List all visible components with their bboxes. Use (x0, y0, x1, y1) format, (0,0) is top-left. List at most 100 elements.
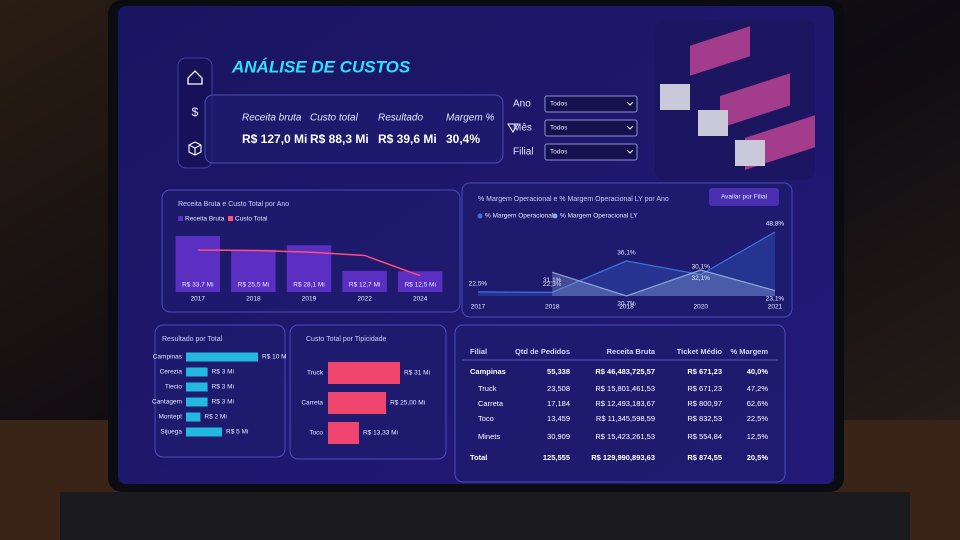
data-label: 22,5% (469, 281, 488, 288)
y-tick-label: Toco (309, 430, 323, 437)
x-tick-label: 2022 (357, 296, 372, 303)
dollar-icon[interactable]: $ (192, 105, 199, 119)
x-tick-label: 2018 (619, 304, 634, 311)
legend-label: Receita Bruta (185, 216, 225, 223)
bar (342, 270, 387, 292)
table-cell: Minets (478, 432, 500, 441)
bar (328, 392, 387, 414)
table-cell: R$ 15,801,461,53 (595, 384, 655, 393)
trucks-illustration (655, 20, 815, 180)
data-label: 32,1% (692, 275, 711, 282)
data-label: R$ 31 Mi (404, 370, 430, 377)
chart-title: % Margem Operacional e % Margem Operacio… (478, 196, 669, 203)
dropdown-arrow[interactable] (626, 101, 634, 106)
kpi-value: R$ 39,6 Mi (378, 132, 437, 146)
page-title: ANÁLISE DE CUSTOS (231, 57, 411, 76)
area (478, 232, 775, 296)
table-header: Receita Bruta (607, 347, 656, 356)
table-cell: 23,508 (547, 384, 570, 393)
x-tick-label: 2020 (694, 304, 709, 311)
table-cell: R$ 46,483,725,57 (595, 367, 655, 376)
data-label: 36,1% (617, 250, 636, 257)
bar (231, 249, 276, 292)
data-label: R$ 12,7 Mi (349, 282, 380, 289)
dropdown-arrow[interactable] (626, 149, 634, 154)
table-cell: 13,459 (547, 414, 570, 423)
legend-label: Custo Total (235, 216, 268, 223)
table-panel (454, 324, 786, 483)
data-label: R$ 3 Mi (212, 369, 234, 376)
dropdown-value[interactable]: Todos (550, 125, 568, 132)
dropdown-arrow[interactable] (626, 125, 634, 130)
filter-button-label[interactable]: Availar por Filial (721, 194, 768, 201)
x-tick-label: 2018 (545, 304, 560, 311)
dropdown[interactable] (544, 143, 638, 161)
dropdown-value[interactable]: Todos (550, 101, 568, 108)
table-cell: Total (470, 453, 487, 462)
data-label: R$ 25,5 Mi (238, 282, 269, 289)
table-cell: 55,338 (547, 367, 570, 376)
data-label: R$ 12,5 Mi (404, 282, 435, 289)
table-header: Ticket Médio (677, 347, 723, 356)
home-icon[interactable] (187, 70, 203, 85)
table-cell: 30,909 (547, 432, 570, 441)
box-icon[interactable] (188, 141, 202, 156)
table-cell: R$ 671,23 (687, 384, 722, 393)
dropdown[interactable] (544, 119, 638, 137)
kpi-label: Resultado (378, 113, 423, 124)
table-cell: Campinas (470, 367, 506, 376)
table-cell: Truck (478, 384, 497, 393)
table-cell: R$ 129,990,893,63 (591, 453, 655, 462)
table-header: Qtd de Pedidos (515, 347, 570, 356)
y-tick-label: Campinas (153, 354, 183, 361)
data-label: R$ 5 Mi (226, 429, 248, 436)
data-label: R$ 3 Mi (212, 399, 234, 406)
legend-label: % Margem Operacional (485, 213, 554, 220)
bar (186, 397, 208, 407)
y-tick-label: Sijuega (160, 429, 182, 436)
dropdown[interactable] (544, 95, 638, 113)
table-cell: Carreta (478, 399, 504, 408)
x-tick-label: 2019 (302, 296, 317, 303)
kpi-panel (204, 94, 504, 164)
filter-button[interactable] (709, 188, 779, 206)
table-header: % Margem (730, 347, 768, 356)
x-tick-label: 2021 (768, 304, 783, 311)
table-cell: R$ 15,423,261,53 (595, 432, 655, 441)
data-label: 23,1% (766, 295, 785, 302)
chart-title: Resultado por Total (162, 336, 223, 343)
x-tick-label: 2017 (471, 304, 486, 311)
bar (397, 271, 443, 292)
y-tick-label: Truck (307, 370, 324, 377)
data-label: R$ 25,00 Mi (390, 400, 425, 407)
data-label: 31,1% (543, 277, 562, 284)
kpi-label: Margem % (446, 113, 494, 124)
table-cell: 17,184 (547, 399, 570, 408)
data-label: R$ 28,1 Mi (293, 282, 324, 289)
table-cell: R$ 800,97 (687, 399, 722, 408)
data-label: 20,7% (617, 301, 636, 308)
chart-panel (461, 182, 793, 318)
kpi-value: R$ 127,0 Mi (242, 132, 307, 146)
legend-swatch (552, 213, 558, 219)
table-cell: R$ 832,53 (687, 414, 722, 423)
bar (186, 367, 208, 377)
data-label: R$ 2 Mi (204, 414, 226, 421)
table-cell: 12,5% (747, 432, 769, 441)
data-label: R$ 13,33 Mi (363, 430, 398, 437)
line (197, 249, 421, 277)
legend-swatch (178, 216, 183, 221)
bar (328, 362, 400, 384)
bar (328, 422, 359, 444)
table-cell: 47,2% (747, 384, 769, 393)
legend-swatch (228, 216, 233, 221)
chart-panel (154, 324, 286, 458)
y-tick-label: Tiecio (165, 384, 182, 391)
y-tick-label: Cerezia (160, 369, 183, 376)
dropdown-value[interactable]: Todos (550, 149, 568, 156)
filter-icon[interactable] (507, 123, 519, 133)
table-cell: 125,555 (543, 453, 570, 462)
bar (186, 352, 258, 362)
y-tick-label: Montept (159, 414, 183, 421)
y-tick-label: Carreta (301, 400, 323, 407)
